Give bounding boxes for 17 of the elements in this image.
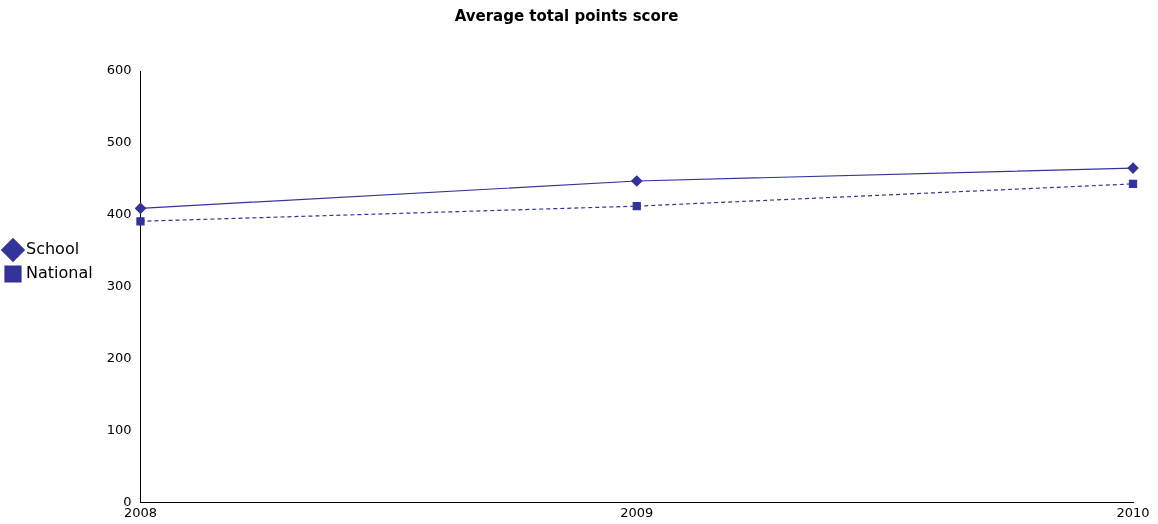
y-tick-label: 100 (106, 421, 132, 437)
point (631, 175, 643, 187)
point (1127, 162, 1139, 174)
y-tick-label: 500 (106, 134, 132, 150)
y-tick-label: 200 (106, 349, 132, 365)
point (632, 202, 641, 211)
x-tick-label: 2010 (1116, 504, 1150, 520)
y-tick-label: 300 (106, 278, 132, 294)
y-tick-label: 600 (106, 62, 132, 78)
point (1128, 179, 1138, 189)
legend-label: School (26, 239, 80, 259)
legend-label: National (26, 263, 93, 283)
point (134, 202, 147, 214)
chart-title: Average total points score (454, 6, 679, 25)
point (136, 217, 145, 226)
x-tick-label: 2009 (620, 504, 654, 520)
y-tick-label: 400 (106, 206, 132, 222)
